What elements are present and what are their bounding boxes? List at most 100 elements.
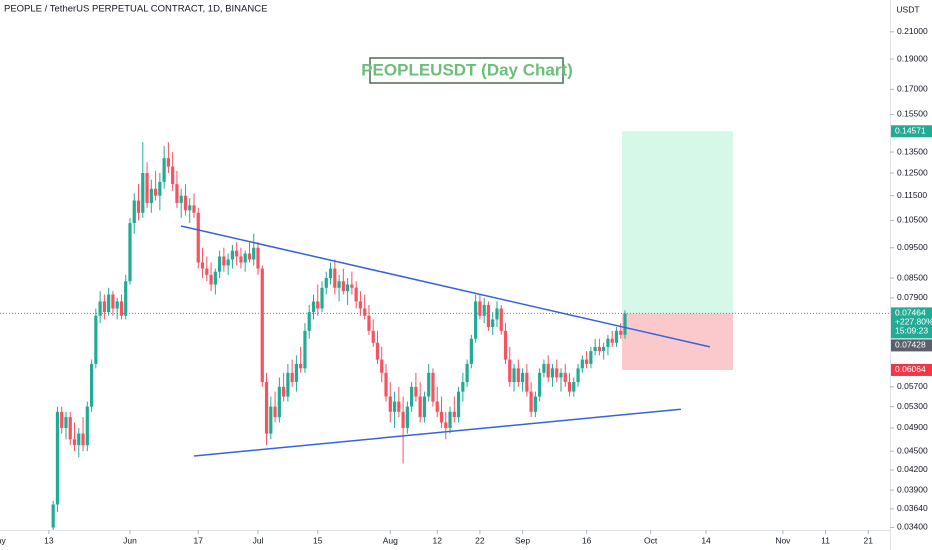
y-tick-label: 0.19000: [897, 53, 928, 63]
candle-body: [239, 256, 243, 263]
candle-body: [384, 372, 388, 397]
trendline: [193, 408, 681, 457]
candle-body: [136, 200, 141, 213]
candle-body: [465, 363, 469, 383]
candle-body: [563, 372, 567, 383]
candle-body: [162, 158, 166, 182]
candle-body: [499, 308, 503, 331]
candle-body: [324, 278, 328, 288]
candle-body: [614, 330, 619, 343]
candle-body: [316, 301, 320, 309]
candle-body: [81, 433, 85, 446]
x-tick-label: Nov: [775, 535, 791, 545]
candle-body: [333, 268, 337, 288]
y-tick-label: 0.04200: [897, 464, 928, 474]
candle-body: [525, 372, 529, 392]
candle-body: [508, 359, 512, 383]
candle-body: [452, 411, 456, 418]
countdown-label: 15:09:23: [895, 326, 928, 336]
candle-body: [51, 504, 55, 528]
candle-body: [431, 372, 435, 402]
candle-body: [555, 368, 559, 378]
candle-body: [107, 294, 111, 313]
x-tick-label: Jun: [123, 535, 137, 545]
x-tick-label: Aug: [383, 535, 398, 545]
trendline: [180, 225, 711, 348]
candle-body: [124, 281, 128, 316]
y-tick-label: 0.03400: [897, 522, 928, 532]
stop-price-label: 0.06064: [895, 364, 926, 374]
candle-body: [77, 433, 81, 446]
candle-body: [567, 382, 572, 392]
candle-body: [196, 212, 200, 263]
candle-body: [533, 396, 537, 412]
y-tick-label: 0.13500: [897, 146, 928, 156]
y-tick-label: 0.07900: [897, 292, 928, 302]
candle-body: [171, 166, 175, 185]
candle-body: [115, 301, 119, 309]
candle-body: [580, 359, 584, 369]
annotation: PEOPLEUSDT (Day Chart): [361, 60, 573, 79]
y-tick-label: 0.03900: [897, 484, 928, 494]
candle-body: [55, 411, 60, 505]
candle-body: [495, 308, 499, 320]
candle-body: [444, 422, 448, 428]
stop-price-tag: [891, 363, 932, 376]
last-price-tag: [891, 307, 932, 339]
candle-body: [192, 205, 196, 213]
candle-body: [439, 411, 444, 423]
candle-body: [371, 330, 375, 343]
candle-body: [217, 256, 222, 272]
x-tick-label: 17: [194, 535, 204, 545]
candle-body: [141, 173, 145, 213]
candle-body: [145, 173, 149, 203]
candle-body: [94, 315, 98, 364]
candle-body: [392, 401, 397, 412]
candle-body: [209, 274, 213, 285]
candle-body: [478, 301, 482, 316]
candle-body: [299, 363, 303, 369]
candle-body: [367, 315, 371, 331]
candle-body: [559, 372, 563, 378]
x-tick-label: 12: [432, 535, 442, 545]
stop-zone: [622, 313, 733, 370]
candle-body: [149, 188, 153, 203]
candle-body: [158, 181, 162, 196]
candle-body: [68, 417, 72, 440]
candle-body: [375, 342, 380, 360]
candle-body: [179, 195, 183, 203]
last-price-label: 0.07464: [895, 308, 926, 318]
y-tick-label: 0.10500: [897, 215, 928, 225]
candle-body: [491, 319, 495, 328]
candle-body: [286, 372, 290, 397]
candle-body: [213, 271, 217, 285]
candle-body: [435, 401, 439, 412]
y-tick-label: 0.05300: [897, 401, 928, 411]
candle-body: [572, 382, 576, 392]
candle-body: [128, 223, 132, 282]
x-tick-label: 16: [582, 535, 592, 545]
candle-body: [341, 281, 345, 292]
candle-body: [482, 304, 486, 316]
y-tick-label: 0.11500: [897, 190, 927, 200]
candle-body: [277, 386, 281, 418]
candle-body: [354, 287, 358, 302]
candle-body: [461, 382, 465, 392]
change-label: +227.80%: [895, 317, 932, 327]
candle-body: [111, 294, 115, 309]
candle-body: [401, 411, 405, 428]
candle-body: [307, 312, 311, 331]
candle-body: [397, 401, 401, 412]
target-zone: [622, 131, 733, 314]
x-tick-label: Oct: [644, 535, 658, 545]
x-tick-label: May: [0, 535, 6, 545]
candle-body: [320, 287, 324, 309]
y-tick-label: 0.12500: [897, 167, 928, 177]
mark-price-label: 0.07428: [895, 340, 926, 350]
candle-body: [486, 304, 491, 328]
candle-body: [529, 391, 533, 412]
y-tick-label: 0.15500: [897, 109, 928, 119]
candle-body: [619, 330, 623, 335]
mark-price-tag: [891, 339, 932, 352]
